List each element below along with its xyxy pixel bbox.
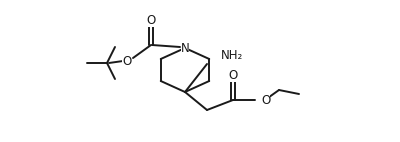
Text: O: O <box>261 93 270 106</box>
Text: O: O <box>228 68 238 82</box>
Text: O: O <box>146 13 156 27</box>
Text: N: N <box>181 41 189 55</box>
Text: NH₂: NH₂ <box>221 49 243 61</box>
Text: O: O <box>122 55 132 67</box>
